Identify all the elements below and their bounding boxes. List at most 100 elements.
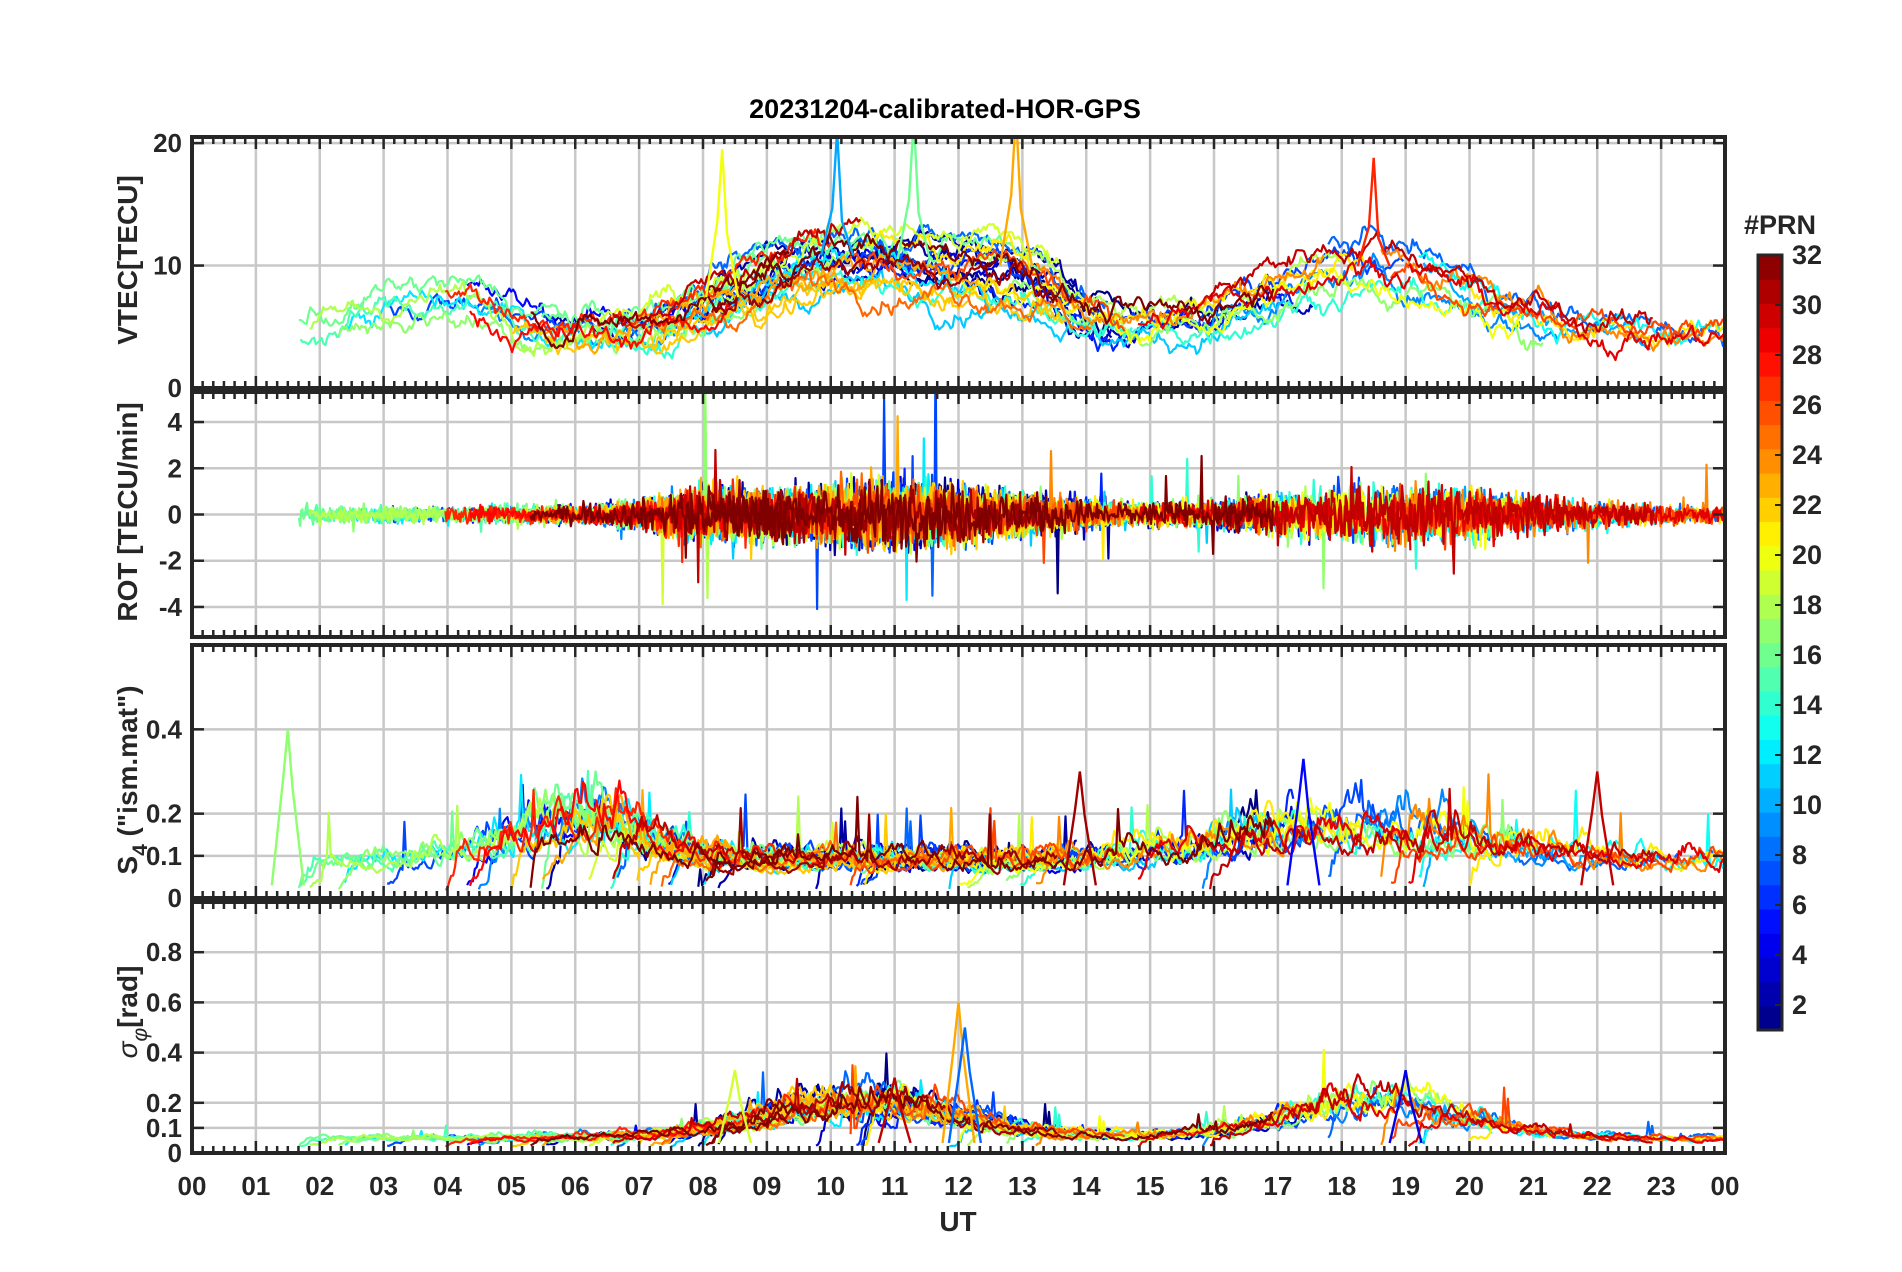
trace-prn-30 xyxy=(1209,231,1653,334)
xtick-label: 13 xyxy=(1008,1171,1037,1201)
xtick-label: 19 xyxy=(1391,1171,1420,1201)
trace-prn-32 xyxy=(705,454,1276,563)
ylabel-s4-rest: ("ism.mat") xyxy=(112,685,143,844)
axis-ticks xyxy=(190,392,1727,637)
ytick-label: 0.4 xyxy=(146,1038,183,1068)
chart-title: 20231204-calibrated-HOR-GPS xyxy=(749,94,1141,124)
panel-sigma-phi: 00.10.2 0.4 0.6 0.8 xyxy=(146,900,1727,1168)
trace-prn-30 xyxy=(1210,1073,1653,1147)
colorbar-segment xyxy=(1758,545,1782,571)
colorbar-frame xyxy=(1756,253,1784,1032)
panel-s4: 0 0.1 0.2 0.4 xyxy=(146,643,1727,913)
xtick-label: 05 xyxy=(497,1171,526,1201)
colorbar-tick-label: 30 xyxy=(1792,290,1822,320)
peak-prn-20 xyxy=(705,149,740,298)
ytick-label: 0 xyxy=(168,373,182,403)
peak-prn-19 xyxy=(717,1069,753,1144)
axes-frame xyxy=(190,390,1727,639)
xtick-label: 12 xyxy=(944,1171,973,1201)
peak-prn-4 xyxy=(1388,1069,1423,1144)
trace-prn-29 xyxy=(1137,256,1412,330)
ylabel-vtec: VTEC[TECU] xyxy=(112,175,143,345)
trace-prn-14 xyxy=(1019,277,1493,346)
ytick-label: 0.8 xyxy=(146,937,182,967)
trace-prn-32 xyxy=(529,485,792,559)
colorbar-segment xyxy=(1758,836,1782,862)
trace-prn-32 xyxy=(705,233,1275,325)
colorbar-segment xyxy=(1758,497,1782,523)
ytick-label: 20 xyxy=(153,128,182,158)
colorbar-segment xyxy=(1758,763,1782,789)
xtick-label: 09 xyxy=(752,1171,781,1201)
colorbar-tick-label: 10 xyxy=(1792,790,1822,820)
trace-prn-30 xyxy=(612,1077,862,1144)
peak-prn-8 xyxy=(947,1027,983,1144)
trace-prn-21 xyxy=(864,229,1366,327)
ylabel-s4-main: S xyxy=(112,856,143,875)
trace-prn-32 xyxy=(529,824,791,888)
trace-prn-26 xyxy=(1390,833,1725,885)
ytick-label: 0.2 xyxy=(146,799,182,829)
ytick-label: 0.4 xyxy=(146,714,183,744)
xtick-label: 21 xyxy=(1519,1171,1548,1201)
peak-prn-17 xyxy=(270,729,305,886)
colorbar-segment xyxy=(1758,666,1782,692)
colorbar-segment xyxy=(1758,424,1782,450)
colorbar-segment xyxy=(1758,1005,1782,1031)
xtick-label: 08 xyxy=(689,1171,718,1201)
colorbar-tick-label: 8 xyxy=(1792,840,1807,870)
trace-prn-28 xyxy=(468,779,734,887)
colorbar-tick-label: 28 xyxy=(1792,340,1822,370)
trace-prn-10 xyxy=(1422,1102,1650,1145)
colorbar-tick-label: 18 xyxy=(1792,590,1822,620)
trace-prn-32 xyxy=(705,795,1275,882)
colorbar-segment xyxy=(1758,618,1782,644)
colorbar-segment xyxy=(1758,690,1782,716)
trace-prn-11 xyxy=(670,269,991,338)
xtick-label: 11 xyxy=(881,1171,909,1201)
trace-prn-9 xyxy=(1202,252,1559,342)
trace-prn-29 xyxy=(1408,262,1725,362)
trace-prn-23 xyxy=(650,1065,980,1147)
ylabel-sigma-rest: [rad] xyxy=(112,966,143,1028)
colorbar-tick-label: 12 xyxy=(1792,740,1822,770)
colorbar-segment xyxy=(1758,569,1782,595)
trace-prn-17 xyxy=(337,788,760,890)
trace-prn-26 xyxy=(849,1064,1126,1138)
peak-prn-10 xyxy=(820,137,855,256)
colorbar-segment xyxy=(1758,957,1782,983)
ytick-label: -2 xyxy=(159,546,182,576)
trace-prn-20 xyxy=(958,267,1521,345)
colorbar-segment xyxy=(1758,255,1782,280)
colorbar-title: #PRN xyxy=(1744,210,1816,240)
ytick-label: 4 xyxy=(168,407,183,437)
trace-prn-31 xyxy=(710,254,1058,316)
peak-prn-31 xyxy=(1062,771,1098,886)
trace-prn-24 xyxy=(1035,254,1325,327)
trace-prn-7 xyxy=(860,239,1405,330)
ytick-label: 0 xyxy=(168,500,182,530)
peak-prn-30 xyxy=(877,1077,912,1144)
colorbar-tick-label: 26 xyxy=(1792,390,1822,420)
ylabel-sigma-sub: φ xyxy=(129,1028,152,1042)
trace-prn-8 xyxy=(1327,224,1725,348)
peak-prn-27 xyxy=(1356,157,1391,267)
trace-prn-29 xyxy=(1137,810,1411,880)
colorbar-segment xyxy=(1758,376,1782,401)
colorbar-segment xyxy=(1758,351,1782,377)
xtick-label: 04 xyxy=(433,1171,462,1201)
trace-prn-16 xyxy=(298,222,846,330)
ytick-label: 0 xyxy=(168,1138,182,1168)
ylabel-s4: S4 ("ism.mat") xyxy=(112,685,152,874)
trace-prn-22 xyxy=(636,275,1066,355)
colorbar-segment xyxy=(1758,739,1782,765)
xtick-label: 15 xyxy=(1136,1171,1165,1201)
trace-prn-32 xyxy=(705,1085,1274,1147)
colorbar-tick-label: 16 xyxy=(1792,640,1822,670)
colorbar-segment xyxy=(1758,981,1782,1007)
peak-prn-23 xyxy=(941,1002,976,1144)
panel-rot: -4 -2 0 2 4 xyxy=(159,390,1727,639)
trace-prn-29 xyxy=(1137,1082,1412,1148)
xtick-label: 14 xyxy=(1072,1171,1101,1201)
trace-prn-26 xyxy=(1390,262,1725,339)
